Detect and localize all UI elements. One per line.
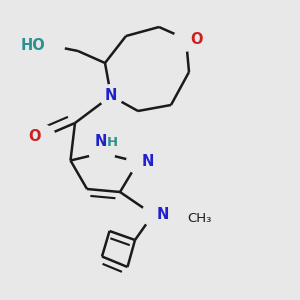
Text: N: N (142, 154, 154, 169)
Text: O: O (190, 32, 203, 46)
Circle shape (174, 27, 198, 51)
Circle shape (100, 85, 122, 107)
Text: HO: HO (20, 38, 45, 52)
Circle shape (142, 203, 164, 226)
Text: N: N (94, 134, 107, 148)
Text: O: O (28, 129, 40, 144)
Circle shape (89, 140, 115, 166)
Text: N: N (105, 88, 117, 104)
Circle shape (127, 151, 149, 173)
Circle shape (32, 28, 64, 61)
Text: CH₃: CH₃ (188, 212, 212, 226)
Circle shape (167, 206, 200, 239)
Text: H: H (107, 136, 118, 148)
Text: N: N (157, 207, 169, 222)
Circle shape (32, 125, 55, 148)
